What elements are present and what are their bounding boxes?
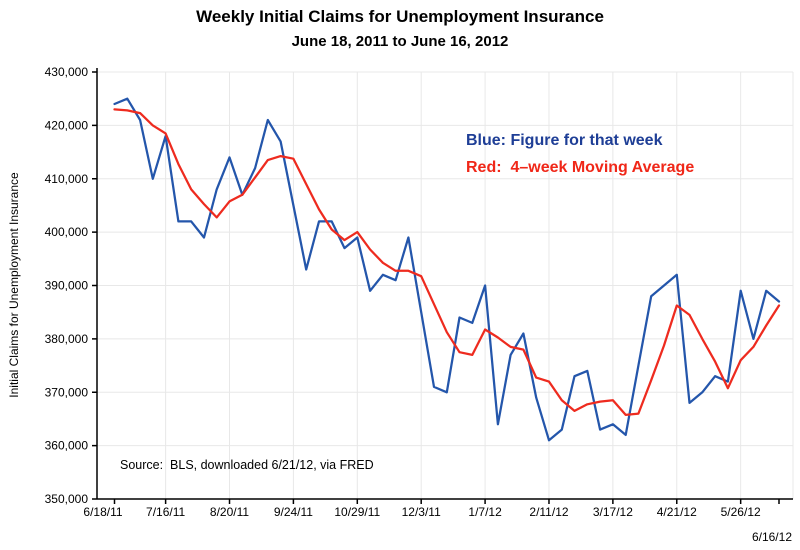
svg-text:420,000: 420,000 bbox=[45, 118, 89, 132]
svg-text:1/7/12: 1/7/12 bbox=[468, 505, 502, 519]
source-note: Source: BLS, downloaded 6/21/12, via FRE… bbox=[120, 458, 374, 472]
svg-text:12/3/11: 12/3/11 bbox=[402, 505, 441, 519]
svg-text:2/11/12: 2/11/12 bbox=[529, 505, 568, 519]
svg-text:430,000: 430,000 bbox=[45, 65, 89, 79]
svg-text:410,000: 410,000 bbox=[45, 172, 89, 186]
svg-text:380,000: 380,000 bbox=[45, 332, 89, 346]
svg-text:10/29/11: 10/29/11 bbox=[334, 505, 380, 519]
svg-text:390,000: 390,000 bbox=[45, 279, 89, 293]
svg-text:5/26/12: 5/26/12 bbox=[721, 505, 761, 519]
svg-text:8/20/11: 8/20/11 bbox=[210, 505, 249, 519]
svg-text:3/17/12: 3/17/12 bbox=[593, 505, 633, 519]
svg-text:9/24/11: 9/24/11 bbox=[274, 505, 313, 519]
legend-moving-average-label: Red: 4–week Moving Average bbox=[466, 159, 695, 176]
svg-text:7/16/11: 7/16/11 bbox=[146, 505, 185, 519]
svg-text:360,000: 360,000 bbox=[45, 439, 89, 453]
svg-text:370,000: 370,000 bbox=[45, 385, 89, 399]
svg-text:6/18/11: 6/18/11 bbox=[83, 505, 122, 519]
chart-subtitle: June 18, 2011 to June 16, 2012 bbox=[291, 33, 509, 50]
svg-text:4/21/12: 4/21/12 bbox=[657, 505, 697, 519]
svg-text:350,000: 350,000 bbox=[45, 492, 89, 506]
svg-text:6/16/12: 6/16/12 bbox=[752, 530, 792, 544]
svg-text:400,000: 400,000 bbox=[45, 225, 89, 239]
chart-title: Weekly Initial Claims for Unemployment I… bbox=[196, 7, 604, 26]
legend-weekly-figure-label: Blue: Figure for that week bbox=[466, 132, 663, 149]
